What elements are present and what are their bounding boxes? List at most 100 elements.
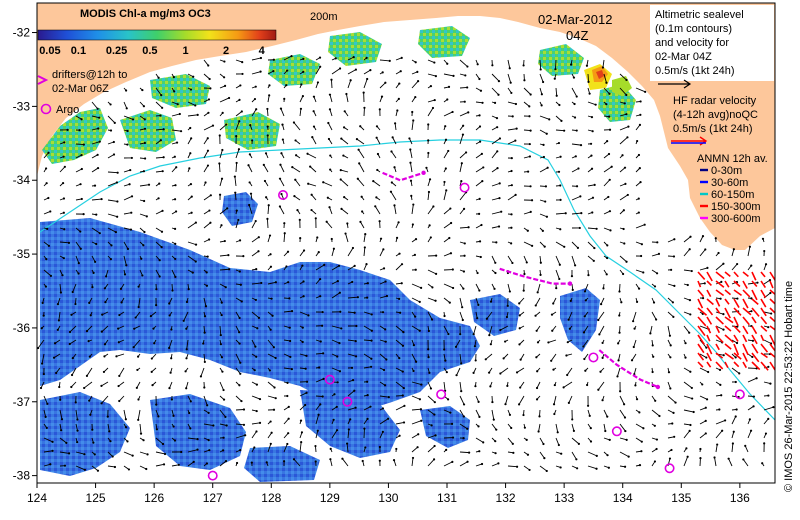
velocity-arrow-head [429, 387, 433, 390]
velocity-arrow-head [278, 177, 282, 180]
velocity-arrow-head [269, 420, 272, 423]
velocity-arrow-head [637, 211, 640, 214]
velocity-arrow-head [466, 427, 469, 430]
velocity-arrow [763, 418, 769, 425]
velocity-arrow-head [221, 148, 224, 152]
velocity-arrow-head [106, 415, 109, 418]
velocity-arrow-head [462, 403, 466, 406]
velocity-arrow-head [382, 368, 386, 372]
velocity-arrow [171, 129, 182, 132]
velocity-arrow [714, 457, 717, 467]
velocity-arrow-head [480, 223, 483, 227]
velocity-arrow-head [703, 282, 706, 285]
velocity-arrow-head [301, 94, 304, 98]
velocity-arrow-head [330, 237, 333, 241]
velocity-arrow-head [53, 342, 57, 345]
velocity-arrow [603, 409, 608, 417]
velocity-arrow-head [427, 151, 430, 155]
velocity-arrow-head [224, 286, 227, 289]
hf-arrow [769, 307, 775, 314]
velocity-arrow [555, 423, 559, 433]
velocity-arrow-head [278, 205, 282, 208]
velocity-arrow-head [354, 355, 358, 358]
velocity-arrow-head [602, 287, 605, 290]
velocity-arrow-head [467, 111, 470, 114]
velocity-arrow-head [416, 80, 420, 83]
velocity-arrow [728, 458, 733, 467]
velocity-arrow-head [173, 439, 177, 442]
argo-legend-label: Argo [56, 104, 79, 116]
velocity-arrow-head [473, 345, 477, 348]
velocity-arrow [571, 195, 581, 201]
velocity-arrow [475, 180, 483, 187]
velocity-arrow-head [543, 456, 546, 460]
velocity-arrow-head [254, 298, 258, 302]
velocity-arrow-head [223, 239, 226, 243]
hf-arrow [733, 307, 742, 316]
velocity-arrow-head [115, 181, 119, 184]
velocity-arrow-head [748, 245, 751, 248]
velocity-arrow [299, 404, 306, 411]
velocity-arrow-head [449, 411, 452, 414]
velocity-arrow-head [211, 124, 215, 127]
colorbar-ramp [37, 29, 277, 41]
velocity-arrow [107, 171, 118, 174]
velocity-arrow-head [189, 88, 193, 91]
velocity-arrow [379, 431, 384, 439]
velocity-arrow-head [235, 161, 238, 165]
velocity-arrow-head [319, 403, 322, 406]
velocity-arrow-head [161, 442, 165, 446]
velocity-arrow-head [59, 398, 62, 401]
velocity-arrow [443, 237, 450, 243]
velocity-arrow-head [65, 441, 68, 445]
velocity-arrow-head [89, 314, 92, 317]
velocity-arrow [568, 311, 573, 320]
velocity-arrow-head [300, 431, 304, 434]
velocity-arrow-head [767, 417, 770, 420]
velocity-arrow [376, 137, 381, 145]
velocity-arrow-head [415, 360, 418, 363]
velocity-arrow [315, 352, 324, 355]
velocity-arrow-head [635, 398, 639, 401]
velocity-arrow-head [237, 218, 240, 222]
velocity-arrow-head [393, 166, 396, 169]
velocity-arrow-head [518, 314, 521, 317]
velocity-arrow [43, 269, 52, 277]
velocity-arrow-head [268, 369, 271, 372]
velocity-arrow-head [583, 315, 586, 318]
velocity-arrow-head [353, 264, 356, 267]
velocity-arrow-head [705, 346, 708, 349]
velocity-arrow-head [474, 385, 477, 388]
velocity-arrow-head [668, 457, 672, 460]
velocity-arrow-head [387, 417, 390, 420]
velocity-arrow-head [476, 271, 479, 275]
velocity-arrow-head [749, 429, 753, 432]
velocity-arrow-head [609, 229, 612, 232]
velocity-arrow-head [366, 77, 369, 81]
velocity-arrow-head [640, 254, 643, 258]
velocity-arrow [219, 325, 222, 336]
velocity-arrow-head [123, 273, 127, 276]
velocity-arrow-head [322, 181, 325, 184]
velocity-arrow-head [576, 246, 580, 249]
velocity-arrow-head [78, 129, 81, 132]
velocity-arrow-head [52, 356, 56, 359]
velocity-arrow-head [451, 268, 454, 271]
velocity-arrow [427, 311, 433, 320]
velocity-arrow-head [736, 297, 739, 300]
velocity-arrow-head [170, 357, 173, 360]
velocity-arrow-head [562, 386, 565, 389]
velocity-arrow [583, 339, 589, 347]
velocity-arrow-head [506, 384, 509, 387]
velocity-arrow [347, 265, 355, 271]
velocity-arrow-head [623, 465, 627, 468]
velocity-arrow-head [263, 179, 267, 183]
velocity-arrow-head [111, 455, 114, 458]
velocity-arrow-head [625, 93, 628, 97]
velocity-arrow-head [255, 268, 258, 271]
velocity-arrow-head [684, 342, 687, 345]
velocity-arrow [342, 458, 349, 467]
velocity-arrow-head [334, 57, 337, 60]
velocity-arrow-head [626, 136, 629, 139]
velocity-arrow-head [707, 370, 710, 374]
